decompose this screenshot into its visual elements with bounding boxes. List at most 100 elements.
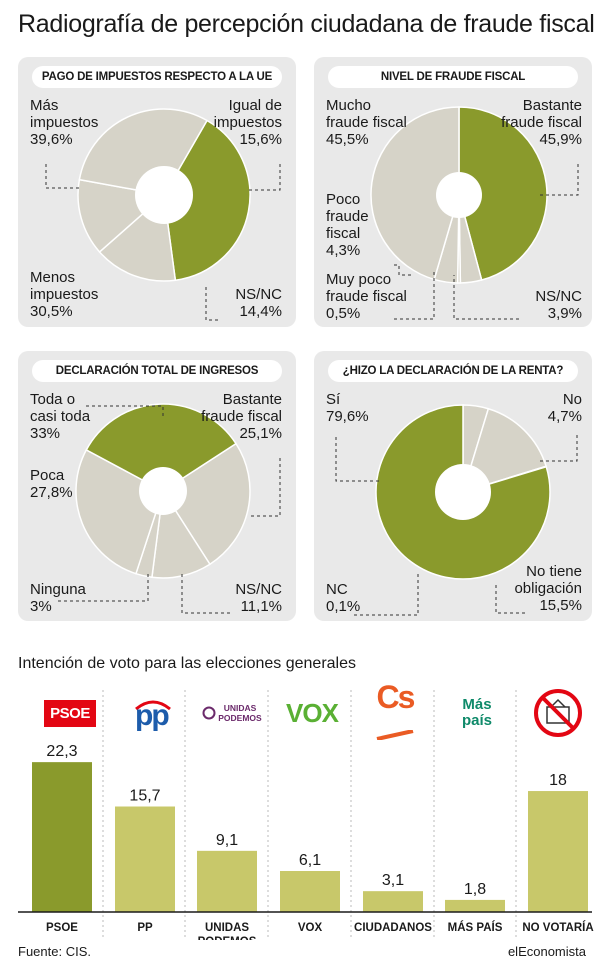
slice-value: 3,9% <box>547 305 582 322</box>
slice-value: 33% <box>30 425 61 442</box>
leader-line <box>495 583 525 614</box>
slice-label-line: Poca <box>30 467 65 484</box>
slice-value: 30,5% <box>30 303 73 320</box>
slice-label-line: NS/NC <box>235 581 282 598</box>
leader-line <box>394 269 435 320</box>
slice-value: 45,5% <box>326 131 369 148</box>
logo-psoe: PSOE <box>30 688 110 738</box>
label-si: Sí 79,6% <box>326 391 369 425</box>
bar <box>363 891 423 912</box>
leader-line <box>45 164 80 189</box>
leader-line <box>539 435 578 462</box>
pp-logo-text: pp <box>135 699 170 732</box>
bar <box>197 850 257 912</box>
label-poco-fraude: Poco fraude fiscal 4,3% <box>326 191 369 259</box>
donut-hole <box>139 467 187 515</box>
slice-label-line: NS/NC <box>235 286 282 303</box>
bar-value-label: 9,1 <box>216 832 238 849</box>
label-ninguna: Ninguna 3% <box>30 581 86 615</box>
psoe-logo-text: PSOE <box>44 699 96 727</box>
leader-line <box>86 405 164 416</box>
slice-value: 11,1% <box>240 598 282 615</box>
cs-logo-text: Cs <box>376 679 416 715</box>
slice-label-line: Poco <box>326 191 361 208</box>
logo-unidas-podemos: UNIDAS PODEMOS <box>192 688 272 738</box>
slice-label-line: obligación <box>514 580 582 597</box>
bar-value-label: 15,7 <box>129 787 160 804</box>
slice-label-line: NC <box>326 581 348 598</box>
logo-no-votaria <box>518 688 598 738</box>
heart-icon <box>202 706 216 720</box>
logo-vox: VOX <box>272 688 352 738</box>
label-toda-casi-toda: Toda o casi toda 33% <box>30 391 90 442</box>
logo-ciudadanos: Cs <box>355 681 435 741</box>
vote-chart-title: Intención de voto para las elecciones ge… <box>18 655 356 672</box>
label-no: No 4,7% <box>548 391 582 425</box>
panel-title: DECLARACIÓN TOTAL DE INGRESOS <box>32 360 282 382</box>
donut-chart <box>335 404 578 616</box>
label-nsnc: NS/NC 14,4% <box>235 286 282 320</box>
slice-label-line: Ninguna <box>30 581 86 598</box>
cs-stripe-icon <box>376 729 414 741</box>
logo-pp: pp <box>113 688 193 738</box>
donut-chart <box>58 403 281 614</box>
slice-label-line: No <box>562 391 582 408</box>
brand: elEconomista <box>507 944 586 959</box>
pie-slice <box>161 442 251 566</box>
slice-value: 0,1% <box>326 598 361 615</box>
slice-label-line: Muy poco <box>326 271 392 288</box>
donut-hole <box>435 464 491 520</box>
slice-label-line: No tiene <box>526 563 582 580</box>
bar-value-label: 22,3 <box>46 743 77 760</box>
pie-slice <box>461 407 548 494</box>
slice-value: 4,3% <box>326 242 361 259</box>
bar <box>528 791 588 912</box>
unidas-logo-line: UNIDAS <box>223 703 257 713</box>
slice-value: 45,9% <box>539 131 582 148</box>
label-nsnc: NS/NC 3,9% <box>535 288 582 322</box>
page-title: Radiografía de percepción ciudadana de f… <box>18 10 595 38</box>
slice-label-line: fraude fiscal <box>501 114 582 131</box>
slice-label-line: Mucho <box>326 97 372 114</box>
slice-label-line: Sí <box>326 391 341 408</box>
panel-title: ¿HIZO LA DECLARACIÓN DE LA RENTA? <box>328 360 578 382</box>
slice-label-line: impuestos <box>213 114 282 131</box>
slice-label-line: impuestos <box>30 286 99 303</box>
maspais-logo-line: país <box>461 712 492 729</box>
label-bastante-fraude: Bastante fraude fiscal 45,9% <box>501 97 582 148</box>
panel-pago-impuestos: PAGO DE IMPUESTOS RESPECTO A LA UE Más i… <box>18 57 296 327</box>
pie-slice <box>85 403 237 492</box>
slice-label-line: fraude <box>326 208 369 225</box>
slice-value: 4,7% <box>547 408 582 425</box>
slice-value: 0,5% <box>326 305 361 322</box>
slice-value: 3% <box>30 598 52 615</box>
category-label: NO VOTARÍA <box>522 921 593 934</box>
category-label: PODEMOS <box>198 936 257 940</box>
slice-label-line: casi toda <box>30 408 91 425</box>
leader-line <box>250 458 281 517</box>
label-poca: Poca 27,8% <box>30 467 73 501</box>
category-label: CIUDADANOS <box>354 922 432 934</box>
source-note: Fuente: CIS. <box>18 944 91 959</box>
slice-value: 25,1% <box>239 425 282 442</box>
donut-chart <box>370 106 579 320</box>
slice-value: 15,6% <box>239 131 282 148</box>
slice-label-line: fraude fiscal <box>201 408 282 425</box>
label-bastante-fraude: Bastante fraude fiscal 25,1% <box>201 391 282 442</box>
slice-label-line: fraude fiscal <box>326 288 407 305</box>
donut-hole <box>436 172 482 218</box>
bar-value-label: 3,1 <box>382 872 404 889</box>
leader-line <box>394 264 414 276</box>
label-mucho-fraude: Mucho fraude fiscal 45,5% <box>326 97 407 148</box>
slice-label-line: Más <box>30 97 59 114</box>
bar <box>445 899 505 912</box>
label-muy-poco-fraude: Muy poco fraude fiscal 0,5% <box>326 271 407 322</box>
unidas-logo-line: PODEMOS <box>218 713 262 723</box>
bar-value-label: 18 <box>549 772 567 789</box>
label-mas-impuestos: Más impuestos 39,6% <box>30 97 98 148</box>
label-nsnc: NS/NC 11,1% <box>235 581 282 615</box>
slice-label-line: Bastante <box>222 391 282 408</box>
slice-value: 27,8% <box>30 484 73 501</box>
slice-value: 39,6% <box>30 131 73 148</box>
slice-label-line: impuestos <box>30 114 99 131</box>
